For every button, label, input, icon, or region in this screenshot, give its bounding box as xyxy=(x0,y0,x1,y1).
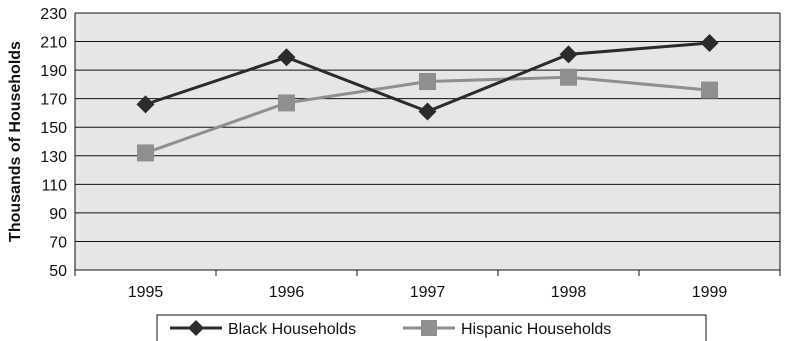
y-axis-label: Thousands of Households xyxy=(7,41,24,242)
y-tick-label: 170 xyxy=(40,92,67,109)
data-point-diamond xyxy=(559,45,578,64)
plot-area xyxy=(75,13,780,270)
y-tick-label: 190 xyxy=(40,63,67,80)
legend: Black Households Hispanic Households xyxy=(156,314,707,341)
legend-label: Black Households xyxy=(228,321,356,338)
data-point-square xyxy=(278,94,295,112)
x-tick-label: 1999 xyxy=(692,284,728,301)
x-axis-tick-labels: 1995 1996 1997 1998 1999 xyxy=(128,284,728,301)
data-point-square xyxy=(419,73,436,91)
x-tick-label: 1995 xyxy=(128,284,164,301)
legend-marker-square xyxy=(421,320,437,336)
y-tick-label: 130 xyxy=(40,149,67,166)
series-hispanic-households xyxy=(137,68,718,162)
y-tick-label: 110 xyxy=(41,177,67,194)
legend-marker-diamond xyxy=(188,320,204,336)
legend-entry: Black Households xyxy=(170,320,356,338)
x-axis-ticks xyxy=(74,270,781,276)
y-tick-label: 230 xyxy=(40,6,67,23)
data-point-square xyxy=(560,68,577,86)
data-point-diamond xyxy=(700,33,719,52)
legend-entry: Hispanic Households xyxy=(403,320,611,338)
data-point-square xyxy=(137,144,154,162)
x-tick-label: 1998 xyxy=(551,284,587,301)
data-point-diamond xyxy=(418,102,437,121)
y-tick-label: 150 xyxy=(40,120,67,137)
series-black-households xyxy=(136,33,719,121)
y-tick-label: 210 xyxy=(40,35,67,52)
legend-items: Black Households Hispanic Households xyxy=(170,320,611,338)
data-point-diamond xyxy=(136,95,155,114)
x-tick-label: 1996 xyxy=(269,284,305,301)
y-tick-label: 70 xyxy=(49,234,67,251)
series-layer xyxy=(136,33,719,162)
legend-label: Hispanic Households xyxy=(461,321,611,338)
data-point-square xyxy=(701,81,718,99)
data-point-diamond xyxy=(277,48,296,67)
y-tick-label: 50 xyxy=(49,263,67,280)
x-tick-label: 1997 xyxy=(410,284,446,301)
y-axis-tick-labels: 50 70 90 110 130 150 170 190 210 230 xyxy=(40,6,67,280)
y-tick-label: 90 xyxy=(49,206,67,223)
